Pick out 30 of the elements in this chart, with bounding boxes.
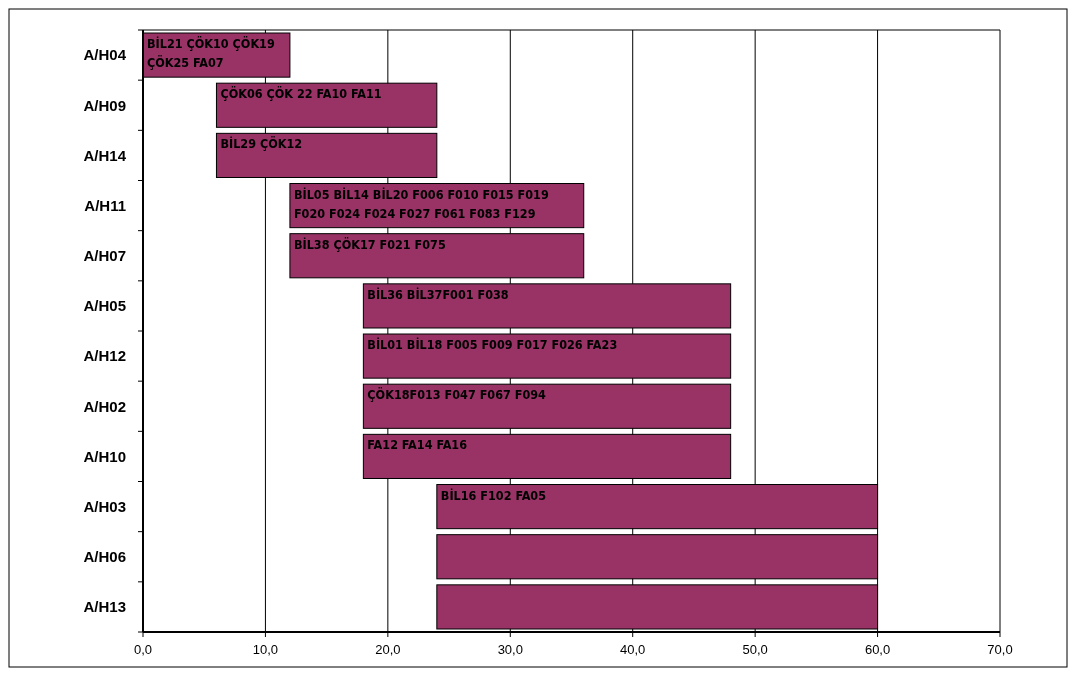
annotation: BİL36 BİL37F001 F038 (367, 286, 509, 302)
annotation: BİL05 BİL14 BİL20 F006 F010 F015 F019 F020 F024 F024 F027 F061 F083 F129 (293, 186, 549, 221)
x-tick-label: 20,0 (375, 642, 401, 657)
y-tick-label: A/H14 (83, 146, 127, 164)
annotation: FA12 FA14 FA16 (367, 437, 468, 453)
annotation: ÇÖK18F013 F047 F067 F094 (367, 387, 547, 403)
y-tick-label: A/H07 (83, 247, 126, 264)
annotation: BİL38 ÇÖK17 F021 F075 (293, 236, 446, 252)
y-tick-label: A/H13 (83, 598, 126, 616)
x-tick-label: 70,0 (987, 642, 1013, 657)
annotation: BİL16 F102 FA05 (440, 487, 547, 503)
x-tick-label: 10,0 (252, 642, 279, 657)
x-tick-label: 30,0 (497, 642, 523, 657)
x-tick-label: 0,0 (133, 642, 153, 657)
y-tick-label: A/H09 (83, 96, 126, 114)
y-tick-label: A/H12 (83, 347, 126, 365)
x-tick-label: 50,0 (742, 642, 768, 657)
annotation: BİL21 ÇÖK10 ÇÖK19 ÇÖK25 FA07 (147, 36, 275, 71)
annotation: ÇÖK06 ÇÖK 22 FA10 FA11 (220, 86, 382, 102)
annotation: BİL01 BİL18 F005 F009 F017 F026 FA23 (367, 337, 618, 353)
x-tick-label: 60,0 (864, 642, 891, 657)
y-tick-label: A/H06 (83, 548, 126, 565)
y-tick-label: A/H04 (83, 46, 127, 64)
y-tick-label: A/H10 (83, 447, 126, 465)
x-tick-label: 40,0 (620, 642, 646, 657)
y-tick-label: A/H02 (83, 397, 126, 415)
y-tick-label: A/H03 (83, 497, 126, 515)
y-tick-label: A/H05 (83, 297, 126, 315)
annotation: BİL29 ÇÖK12 (220, 136, 303, 152)
y-tick-label: A/H11 (84, 196, 126, 214)
